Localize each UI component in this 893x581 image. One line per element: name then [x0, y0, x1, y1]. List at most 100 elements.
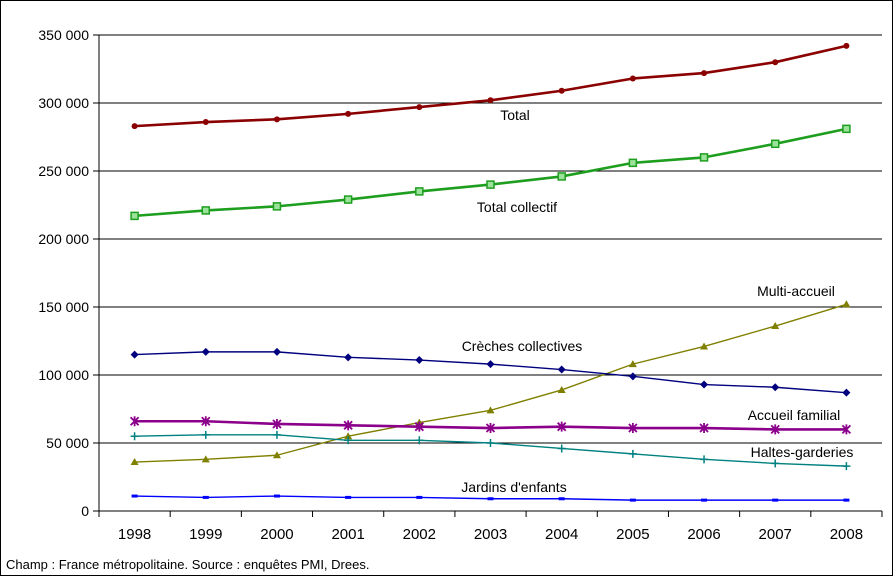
data-point	[345, 495, 352, 499]
data-point	[201, 416, 211, 427]
data-point	[699, 153, 709, 162]
data-point	[416, 104, 423, 111]
data-point	[770, 424, 780, 435]
data-point	[557, 444, 566, 453]
data-point	[771, 322, 780, 330]
data-point	[842, 388, 851, 397]
x-tick-label: 2007	[759, 526, 792, 543]
data-point	[486, 439, 495, 447]
series-label: Jardins d'enfants	[461, 479, 566, 495]
data-point	[130, 458, 139, 466]
data-point	[486, 360, 495, 369]
x-tick-label: 1998	[118, 526, 151, 543]
data-point	[201, 430, 210, 439]
data-point	[701, 498, 708, 502]
data-point	[415, 436, 424, 445]
data-point	[772, 59, 779, 66]
data-point	[131, 123, 138, 130]
x-tick-label: 2001	[331, 526, 364, 543]
series-total	[131, 42, 850, 130]
data-point	[202, 495, 209, 499]
data-point	[557, 365, 566, 374]
data-point	[629, 75, 636, 82]
footnote: Champ : France métropolitaine. Source : …	[6, 557, 369, 572]
data-point	[201, 347, 210, 356]
x-tick-label: 2005	[616, 526, 649, 543]
data-point	[841, 424, 852, 435]
data-point	[701, 70, 708, 77]
series-total-collectif	[130, 124, 851, 221]
y-tick-label: 250 000	[38, 163, 89, 179]
data-point	[486, 406, 495, 414]
series-cr-ches-collectives	[130, 347, 851, 397]
y-tick-label: 200 000	[38, 231, 89, 247]
data-point	[487, 97, 494, 104]
data-point	[628, 372, 637, 381]
data-point	[130, 432, 139, 441]
data-point	[629, 498, 636, 502]
series-label: Total collectif	[477, 199, 557, 215]
axes	[93, 34, 883, 517]
data-point	[628, 449, 637, 458]
data-point	[415, 356, 424, 365]
series-jardins-d-enfants	[131, 494, 850, 502]
series-label: Total	[500, 107, 530, 123]
data-point	[201, 455, 210, 463]
y-tick-label: 50 000	[46, 435, 89, 451]
data-point	[557, 172, 566, 181]
data-point	[201, 206, 211, 215]
series-label: Crèches collectives	[462, 338, 583, 354]
y-tick-label: 350 000	[38, 27, 89, 43]
x-tick-label: 2008	[830, 526, 863, 543]
data-point	[843, 42, 850, 49]
data-point	[345, 110, 352, 117]
data-point	[700, 380, 709, 389]
data-point	[343, 420, 353, 431]
x-tick-label: 2002	[403, 526, 436, 543]
data-point	[487, 497, 494, 501]
data-point	[273, 494, 280, 498]
data-point	[344, 436, 353, 445]
data-point	[486, 180, 495, 189]
data-point	[558, 87, 565, 94]
data-point	[414, 421, 424, 432]
data-point	[202, 119, 209, 126]
x-tick-label: 2003	[474, 526, 507, 543]
series-accueil-familial	[129, 416, 852, 435]
data-point	[771, 383, 780, 392]
series-group	[129, 42, 852, 502]
y-tick-label: 150 000	[38, 299, 89, 315]
data-point	[842, 300, 851, 308]
series-labels: Total Total collectif Multi-accueil Crèches…	[461, 107, 853, 495]
data-point	[557, 385, 566, 393]
data-point	[771, 459, 780, 468]
data-point	[129, 416, 140, 427]
series-haltes-garderies	[130, 430, 851, 471]
tick-labels: 0 50 000 100 000 150 000 200 000 250 000 300 0…	[38, 27, 863, 543]
data-point	[558, 497, 565, 501]
data-point	[842, 462, 851, 471]
data-point	[272, 418, 282, 429]
data-point	[344, 432, 353, 440]
data-point	[272, 451, 281, 459]
data-point	[699, 423, 709, 434]
data-point	[343, 195, 353, 204]
data-point	[130, 211, 139, 221]
x-tick-label: 2004	[545, 526, 578, 543]
data-point	[770, 139, 780, 149]
data-point	[272, 430, 281, 439]
data-point	[272, 202, 282, 211]
x-tick-label: 2006	[687, 526, 720, 543]
x-tick-label: 1999	[189, 526, 222, 543]
data-point	[628, 423, 638, 434]
x-tick-label: 2000	[260, 526, 293, 543]
data-point	[700, 342, 709, 350]
data-point	[130, 350, 139, 359]
data-point	[485, 423, 496, 434]
series-label: Accueil familial	[748, 407, 841, 423]
data-point	[344, 353, 353, 362]
data-point	[131, 494, 138, 498]
